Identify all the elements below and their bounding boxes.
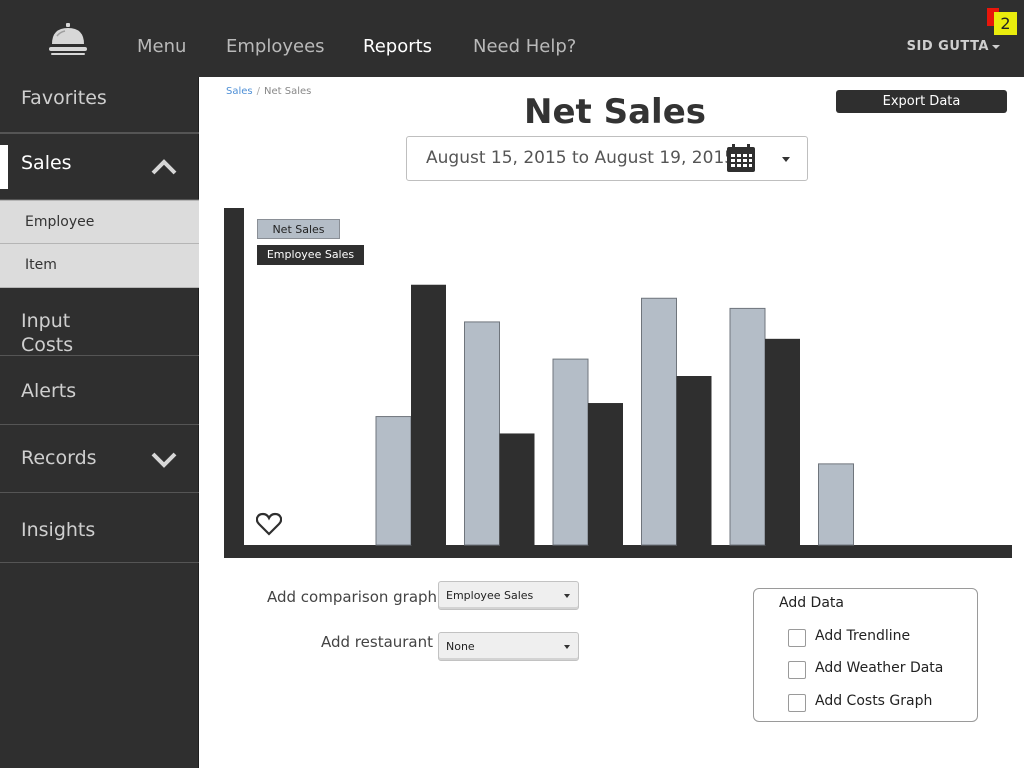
nav-reports[interactable]: Reports (363, 36, 433, 57)
legend-employee-sales[interactable]: Employee Sales (257, 245, 364, 265)
restaurant-value: None (446, 640, 475, 653)
legend-net-sales[interactable]: Net Sales (257, 219, 340, 239)
page-title: Net Sales (524, 92, 706, 132)
select-arrow-icon (564, 594, 570, 598)
employee-sales-bar-4[interactable] (676, 376, 712, 545)
sidebar-subitem-employee[interactable]: Employee (0, 200, 199, 244)
sidebar-subitem-label: Item (25, 257, 57, 273)
comparison-graph-value: Employee Sales (446, 589, 534, 602)
sidebar-item-label: Alerts (21, 380, 77, 402)
net-sales-bar-1[interactable] (375, 416, 412, 546)
sidebar: Favorites Sales Employee Item Input Cost… (0, 77, 199, 768)
add-trendline-checkbox[interactable] (788, 629, 806, 647)
comparison-graph-select[interactable]: Employee Sales (438, 581, 579, 610)
net-sales-bar-3[interactable] (552, 358, 589, 546)
add-data-panel: Add Data Add Trendline Add Weather Data … (753, 588, 978, 722)
select-arrow-icon (564, 645, 570, 649)
nav-employees[interactable]: Employees (226, 36, 325, 57)
restaurant-select[interactable]: None (438, 632, 579, 661)
chart-canvas (224, 208, 1012, 558)
add-data-title: Add Data (779, 595, 844, 611)
breadcrumb-separator: / (256, 86, 260, 97)
add-weather-checkbox[interactable] (788, 661, 806, 679)
breadcrumb-link-sales[interactable]: Sales (226, 86, 253, 97)
date-range-text: August 15, 2015 to August 19, 2015 (426, 148, 736, 168)
chevron-up-icon[interactable] (151, 159, 177, 175)
top-bar: Menu Employees Reports Need Help? SID GU… (0, 0, 1024, 77)
breadcrumb-current: Net Sales (264, 86, 312, 97)
dropdown-arrow-icon[interactable] (782, 157, 790, 162)
heart-icon[interactable] (256, 512, 282, 536)
sidebar-item-label-line2: Costs (21, 334, 74, 356)
active-marker (0, 145, 8, 189)
cloche-icon[interactable] (48, 22, 88, 58)
net-sales-bar-6[interactable] (818, 463, 854, 546)
sidebar-item-records[interactable]: Records (0, 425, 199, 493)
sidebar-item-favorites[interactable]: Favorites (0, 77, 199, 133)
restaurant-label: Add restaurant (321, 633, 434, 651)
sidebar-item-label: Favorites (21, 87, 107, 109)
y-axis (224, 208, 244, 558)
notification-badge[interactable]: 2 (994, 12, 1017, 35)
employee-sales-bar-3[interactable] (588, 403, 623, 545)
export-data-button[interactable]: Export Data (836, 90, 1007, 113)
nav-menu[interactable]: Menu (137, 36, 187, 57)
nav-need-help[interactable]: Need Help? (473, 36, 577, 57)
user-name: SID GUTTA (906, 39, 989, 54)
sidebar-item-sales[interactable]: Sales (0, 133, 199, 200)
user-menu[interactable]: SID GUTTA (907, 39, 1000, 54)
net-sales-bar-4[interactable] (641, 297, 677, 546)
add-trendline-label[interactable]: Add Trendline (815, 628, 911, 644)
employee-sales-bar-5[interactable] (765, 338, 800, 545)
add-weather-label[interactable]: Add Weather Data (815, 660, 944, 676)
sidebar-item-alerts[interactable]: Alerts (0, 356, 199, 425)
net-sales-bar-5[interactable] (729, 307, 766, 546)
sidebar-item-input-costs[interactable]: Input Costs (0, 288, 199, 356)
net-sales-chart: Net Sales Employee Sales (224, 207, 1013, 560)
employee-sales-bar-2[interactable] (499, 433, 535, 545)
caret-down-icon (992, 44, 1000, 49)
sidebar-item-label: Insights (21, 519, 96, 541)
sidebar-subitem-item[interactable]: Item (0, 243, 199, 288)
breadcrumb: Sales / Net Sales (226, 86, 311, 97)
sidebar-subitem-label: Employee (25, 214, 95, 230)
date-range-picker[interactable]: August 15, 2015 to August 19, 2015 (406, 136, 808, 181)
chevron-down-icon[interactable] (151, 452, 177, 468)
sidebar-item-label-line1: Input (21, 310, 71, 332)
sidebar-item-insights[interactable]: Insights (0, 493, 199, 563)
add-costs-checkbox[interactable] (788, 694, 806, 712)
sidebar-item-label: Records (21, 447, 97, 469)
net-sales-bar-2[interactable] (464, 321, 500, 546)
x-axis (224, 545, 1012, 558)
comparison-graph-label: Add comparison graph (267, 588, 438, 606)
sidebar-item-label: Sales (21, 152, 72, 174)
add-costs-label[interactable]: Add Costs Graph (815, 693, 933, 709)
calendar-icon[interactable] (726, 143, 756, 173)
employee-sales-bar-1[interactable] (411, 284, 446, 545)
